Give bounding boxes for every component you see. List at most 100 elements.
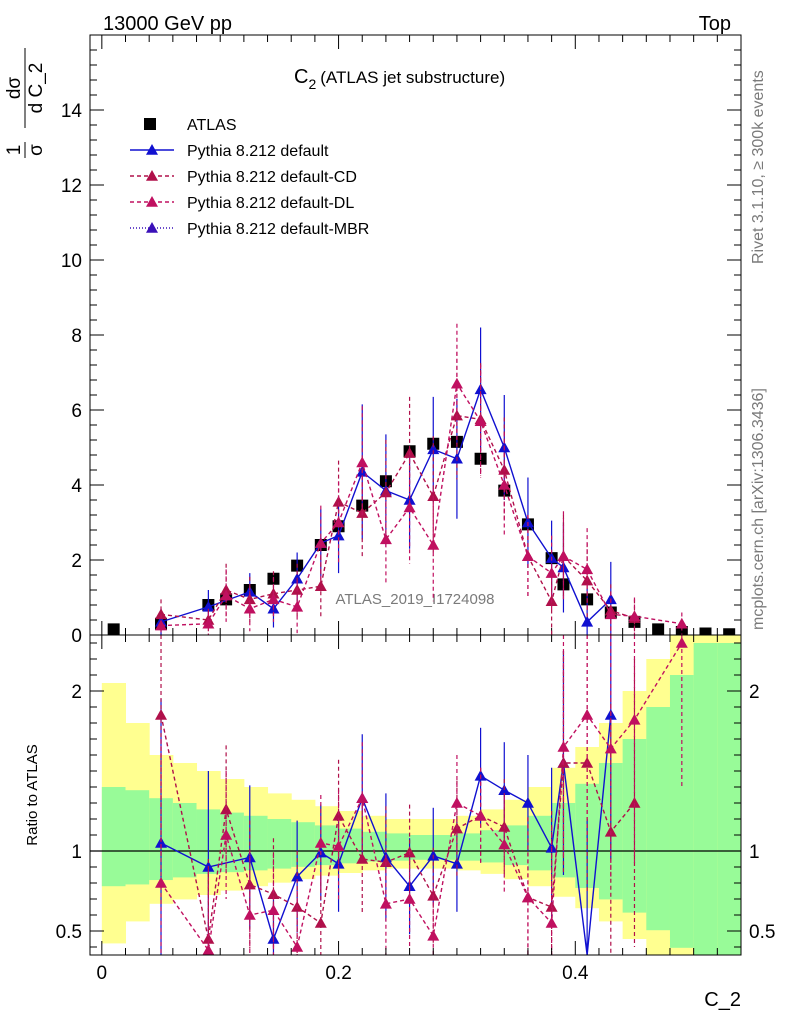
ratio-series-marker [356,853,369,864]
ratio-series-marker [267,888,280,899]
series-marker [450,377,463,389]
analysis-watermark: ATLAS_2019_I1724098 [335,591,494,608]
series-marker [202,600,215,612]
main-y-tick-label: 10 [61,251,82,272]
green-band-bin [717,643,742,955]
ratio-y-tick-label-right: 1 [749,842,760,863]
x-tick-label: 0 [97,963,108,984]
ratio-series-marker [332,840,345,851]
ratio-series-marker [379,856,392,867]
ratio-y-tick-label: 2 [71,682,82,703]
series-marker [379,533,392,545]
ratio-series-marker [356,792,369,803]
series-marker [356,456,369,468]
ratio-y-tick-label-right: 2 [749,682,760,703]
series-marker [332,516,345,528]
ratio-series-marker [498,838,511,850]
main-y-tick-label: 8 [71,326,82,347]
ratio-y-tick-label-right: 0.5 [749,922,775,943]
ratio-panel: 0.5 0.5 1 1 2 2 0 0.2 0.4 Ratio to ATLAS C_2 [24,634,775,1011]
series-marker [427,490,440,502]
ratio-y-axis: 0.5 0.5 1 1 2 2 [56,642,775,948]
ratio-series-line [160,642,683,953]
green-band-bin [362,831,387,862]
main-y-axis-label: 1 σ dσ d C_2 [4,48,47,158]
legend-label: Pythia 8.212 default-CD [187,169,357,186]
legend-label: ATLAS [187,117,237,134]
series-marker [403,501,416,513]
legend-label: Pythia 8.212 default [187,143,329,160]
ratio-series-marker [521,891,534,903]
ylabel-frac2-den: d C_2 [26,63,47,114]
series-marker [545,567,558,578]
main-y-axis: 0 2 4 6 8 10 12 14 [61,34,741,647]
ylabel-frac1-den: σ [26,144,47,156]
ratio-series-marker [155,709,168,720]
green-band-bin [646,707,671,931]
series-marker [314,537,327,548]
main-plot-area [107,323,736,641]
ratio-series-marker [243,909,256,920]
series-marker [427,443,440,455]
legend-label: Pythia 8.212 default-MBR [187,221,369,238]
ratio-series-marker [427,929,440,941]
legend-marker [146,144,158,155]
ratio-series-marker [521,797,534,808]
green-band-bin [693,643,718,955]
ratio-series-marker [291,941,304,952]
series-marker [155,608,168,620]
series-marker [291,600,304,612]
series-marker [332,495,345,507]
legend-marker [146,170,158,181]
header-left-label: 13000 GeV pp [103,13,232,35]
series-marker [521,550,534,562]
ratio-frame [89,634,742,956]
series-marker [474,415,487,427]
ratio-series-marker [220,829,233,840]
series-marker [557,550,570,562]
legend-marker-atlas [144,118,156,130]
green-band-bin [291,822,316,867]
ylabel-frac2-num: dσ [4,77,25,100]
series-marker [155,619,168,631]
series-marker [243,593,256,605]
series-marker [314,580,327,592]
plot-title: C2 (ATLAS jet substructure) [294,66,505,92]
x-tick-label: 0.2 [325,963,351,984]
ratio-series-marker [581,709,594,720]
main-y-tick-label: 4 [71,476,82,497]
plot-title-rest: (ATLAS jet substructure) [320,68,505,87]
series-marker [604,608,617,620]
ratio-series-marker [557,741,570,752]
main-y-tick-label: 0 [71,626,82,647]
ratio-series-marker [202,944,215,955]
series-marker [332,529,345,541]
series-marker [628,610,641,622]
mcplots-label: mcplots.cern.ch [arXiv:1306.3436] [750,388,767,630]
series-marker [675,617,688,629]
green-band-bin [172,803,198,878]
green-band-bin [504,825,529,866]
green-band-bin [101,787,127,887]
ratio-series-3 [155,635,688,955]
ratio-series-marker [604,742,617,754]
atlas-data-point [652,623,665,636]
series-marker [581,615,594,627]
main-y-tick-label: 2 [71,551,82,572]
green-band-bin [267,819,292,869]
x-tick-label: 0.4 [562,963,589,984]
x-axis-label: C_2 [704,989,741,1011]
ylabel-frac1-num: 1 [4,145,25,156]
atlas-data-point [107,623,120,636]
series-marker [581,563,594,575]
series-marker [379,486,392,498]
ratio-series-marker [379,897,392,909]
ratio-series-marker [474,809,487,821]
series-3 [155,323,688,635]
series-line [160,381,682,627]
series-marker [521,516,534,528]
main-y-tick-label: 12 [61,176,82,197]
series-marker [403,494,416,505]
